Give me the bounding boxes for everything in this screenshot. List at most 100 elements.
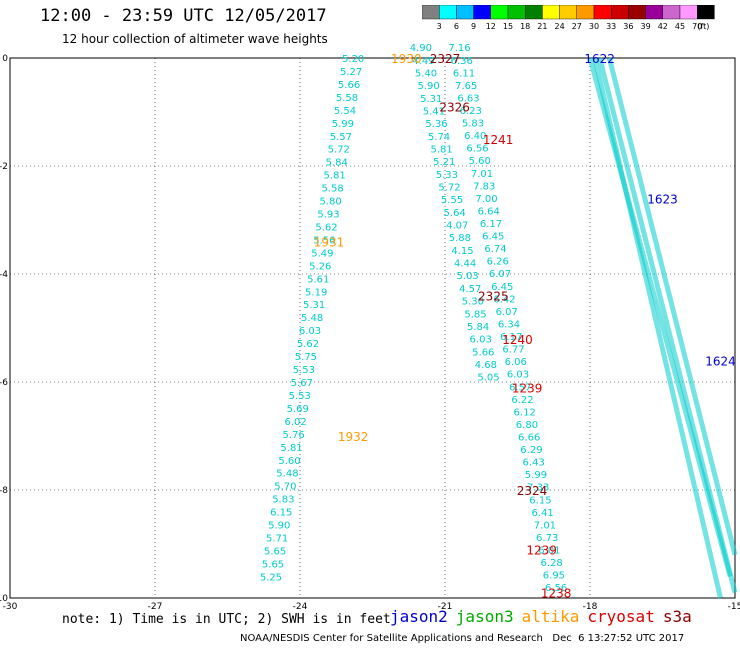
wave-height-value: 5.93: [317, 210, 339, 221]
wave-height-value: 5.66: [472, 347, 494, 358]
wave-height-value: 6.03: [299, 326, 321, 337]
wave-height-value: 6.23: [460, 106, 482, 117]
wave-height-value: 6.40: [464, 131, 486, 142]
pass-label: 1624: [705, 354, 736, 368]
scale-label: 24: [555, 22, 565, 31]
wave-height-value: 6.74: [484, 244, 506, 255]
legend-entry-jason3: jason3: [455, 607, 514, 626]
swath-track: [606, 57, 738, 556]
wave-height-value: 6.02: [285, 417, 307, 428]
wave-height-value: 5.99: [332, 119, 354, 130]
wave-height-value: 5.58: [321, 184, 343, 195]
wave-height-value: 5.53: [289, 391, 311, 402]
wave-height-value: 5.27: [340, 67, 362, 78]
wave-height-value: 5.30: [462, 297, 484, 308]
wave-height-value: 5.49: [311, 248, 333, 259]
wave-height-value: 5.56: [313, 235, 335, 246]
wave-height-value: 6.80: [516, 420, 538, 431]
wave-height-value: 5.40: [415, 69, 437, 80]
wave-height-value: 6.01: [538, 546, 560, 557]
wave-height-value: 5.55: [441, 195, 463, 206]
wave-height-value: 5.65: [264, 546, 286, 557]
scale-label: 27: [572, 22, 582, 31]
swath-track: [597, 57, 738, 594]
pass-label: 1931: [314, 236, 345, 250]
wave-height-value: 6.43: [523, 458, 545, 469]
wave-height-value: 6.77: [502, 345, 524, 356]
wave-height-value: 5.48: [301, 313, 323, 324]
y-tick-label: -10: [0, 594, 8, 604]
scale-label: 6: [454, 22, 459, 31]
wave-height-value: 5.60: [278, 456, 300, 467]
wave-height-value: 5.60: [469, 156, 491, 167]
wave-height-value: 5.90: [418, 81, 440, 92]
wave-height-value: 5.31: [303, 300, 325, 311]
wave-height-value: 5.64: [444, 208, 466, 219]
wave-height-value: 6.63: [457, 93, 479, 104]
wave-height-value: 5.21: [433, 157, 455, 168]
wave-height-value: 5.58: [336, 93, 358, 104]
wave-height-value: 6.15: [270, 508, 292, 519]
wave-height-value: 6.56: [466, 144, 488, 155]
scale-label: 36: [623, 22, 633, 31]
wave-height-value: 4.44: [454, 259, 476, 270]
wave-height-value: 6.06: [505, 357, 527, 368]
scale-label: 12: [486, 22, 496, 31]
wave-height-value: 7.00: [475, 194, 497, 205]
wave-height-value: 4.15: [451, 246, 473, 257]
pass-label: 1238: [541, 587, 572, 601]
scale-label: 21: [537, 22, 547, 31]
wave-height-value: 5.76: [282, 430, 304, 441]
wave-height-value: 6.36: [451, 56, 473, 67]
wave-height-value: 6.26: [487, 257, 509, 268]
wave-height-value: 5.57: [330, 132, 352, 143]
wave-height-value: 6.22: [511, 395, 533, 406]
scale-label: 33: [606, 22, 616, 31]
wave-height-value: 5.84: [467, 322, 489, 333]
wave-height-value: 5.05: [477, 373, 499, 384]
wave-height-value: 6.57: [509, 382, 531, 393]
wave-height-value: 5.62: [297, 339, 319, 350]
pass-label: 2327: [430, 52, 461, 66]
wave-height-value: 5.83: [272, 495, 294, 506]
pass-label: 1239: [512, 381, 543, 395]
swath-track: [592, 57, 723, 599]
wave-height-value: 5.75: [295, 352, 317, 363]
wave-height-value: 6.41: [532, 508, 554, 519]
wave-height-value: 5.69: [287, 404, 309, 415]
wave-height-value: 6.03: [507, 370, 529, 381]
scale-label: 39: [641, 22, 651, 31]
wave-height-map: -30 -27 -24 -21 -18 -15 0 -2 -4 -6 -8 -10 5.20 5.27 5.…: [0, 43, 740, 610]
wave-height-value: 5.53: [293, 365, 315, 376]
y-tick-label: 0: [2, 54, 8, 64]
wave-height-value: 5.26: [309, 261, 331, 272]
y-tick-label: -4: [0, 270, 8, 280]
wave-height-value: 6.56: [545, 583, 567, 594]
wave-height-value: 6.45: [491, 282, 513, 293]
wave-height-value: 5.80: [319, 197, 341, 208]
pass-label: 1930: [391, 52, 422, 66]
wave-height-value: 6.28: [541, 558, 563, 569]
y-tick-label: -2: [0, 162, 8, 172]
wave-height-value: 5.41: [423, 107, 445, 118]
x-tick-label: -24: [293, 602, 308, 610]
wave-height-value: 6.17: [500, 332, 522, 343]
wave-height-value: 5.48: [276, 469, 298, 480]
wave-height-value: 7.16: [448, 43, 470, 54]
wave-height-value: 6.34: [498, 319, 520, 330]
scale-swatch: [697, 5, 715, 20]
wave-height-value: 6.66: [518, 433, 540, 444]
x-tick-label: -21: [438, 602, 453, 610]
legend-entry-jason2: jason2: [390, 607, 448, 626]
scale-label: 3: [437, 22, 442, 31]
wave-height-value: 5.19: [305, 287, 327, 298]
scale-unit: (ft): [697, 22, 709, 31]
wave-height-value: 5.83: [462, 119, 484, 130]
x-tick-label: -15: [728, 602, 740, 610]
wave-height-value: 5.61: [307, 274, 329, 285]
x-tick-label: -30: [3, 602, 18, 610]
wave-height-value: 6.17: [480, 219, 502, 230]
scale-label: 70: [692, 22, 702, 31]
wave-height-value: 5.62: [315, 222, 337, 233]
wave-height-value: 5.66: [338, 80, 360, 91]
